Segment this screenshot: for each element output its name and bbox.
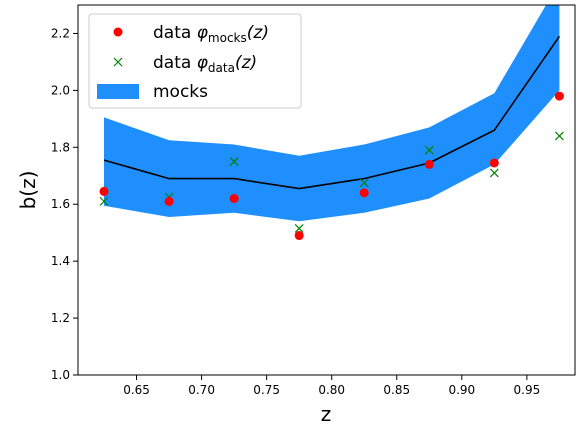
green-x-point xyxy=(359,178,369,188)
x-tick-label: 0.65 xyxy=(123,383,150,397)
red-dot-point xyxy=(294,231,304,241)
x-axis-ticks: 0.65 0.70 0.75 0.80 0.85 0.90 0.95 xyxy=(123,375,540,397)
mocks-mean-line xyxy=(103,35,561,190)
red-dot-point xyxy=(554,91,564,101)
y-tick-label: 2.0 xyxy=(51,83,70,97)
legend-red-marker xyxy=(113,27,123,37)
green-x-point xyxy=(489,168,499,178)
x-tick-label: 0.85 xyxy=(383,383,410,397)
legend-band-label: mocks xyxy=(153,82,208,102)
green-x-point xyxy=(554,131,564,141)
red-dot-point xyxy=(424,159,434,169)
plot-frame xyxy=(77,4,576,376)
green-x-point xyxy=(99,196,109,206)
y-tick-label: 1.2 xyxy=(51,311,70,325)
green-x-point xyxy=(294,223,304,233)
legend-green-label: data φdata(z) xyxy=(153,53,257,75)
y-tick-label: 2.2 xyxy=(51,26,70,40)
x-tick-label: 0.80 xyxy=(318,383,345,397)
y-tick-label: 1.8 xyxy=(51,140,70,154)
y-tick-label: 1.0 xyxy=(51,368,70,382)
legend-green-marker xyxy=(113,57,123,67)
red-dot-point xyxy=(164,196,174,206)
y-tick-label: 1.6 xyxy=(51,197,70,211)
x-tick-label: 0.95 xyxy=(514,383,541,397)
legend-red-label: data φmocks(z) xyxy=(153,23,269,45)
red-dot-markers xyxy=(99,91,564,241)
x-tick-label: 0.75 xyxy=(253,383,280,397)
x-tick-label: 0.90 xyxy=(448,383,475,397)
y-axis-label: b(z) xyxy=(16,171,40,210)
x-axis-label: z xyxy=(321,402,332,426)
legend-band-swatch xyxy=(97,84,139,99)
y-axis-ticks: 1.0 1.2 1.4 1.6 1.8 2.0 2.2 xyxy=(51,26,78,382)
red-dot-point xyxy=(489,158,499,168)
green-x-point xyxy=(424,145,434,155)
y-tick-label: 1.4 xyxy=(51,254,70,268)
red-dot-point xyxy=(229,194,239,204)
legend: data φmocks(z) data φdata(z) mocks xyxy=(88,13,302,109)
green-x-point xyxy=(229,157,239,166)
red-dot-point xyxy=(359,188,369,198)
legend-box xyxy=(88,13,302,109)
red-dot-point xyxy=(99,186,109,196)
x-tick-label: 0.70 xyxy=(188,383,215,397)
mocks-band xyxy=(104,5,560,222)
